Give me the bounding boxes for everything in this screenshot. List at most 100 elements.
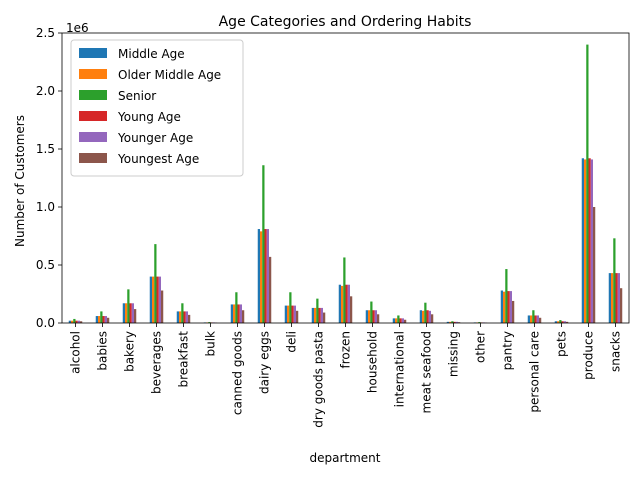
bar (287, 306, 289, 323)
bar (323, 313, 325, 323)
legend-swatch (79, 132, 107, 142)
bar (404, 320, 406, 323)
bar (98, 316, 100, 323)
x-tick-label: international (393, 331, 407, 407)
legend-swatch (79, 48, 107, 58)
y-tick-label: 1.5 (36, 142, 55, 156)
x-axis-label: department (310, 451, 381, 465)
x-tick-label: household (366, 331, 380, 393)
x-tick-label: personal care (528, 331, 542, 413)
bar (400, 318, 402, 323)
bar (233, 304, 235, 323)
bar (424, 303, 426, 323)
bar (123, 303, 125, 323)
bar (589, 158, 591, 323)
bar (343, 257, 345, 323)
bar (240, 304, 242, 323)
bar (618, 273, 620, 323)
bar (181, 303, 183, 323)
bar (186, 311, 188, 323)
x-tick-label: dry goods pasta (312, 331, 326, 428)
legend-swatch (79, 153, 107, 163)
x-tick-label: missing (447, 331, 461, 377)
bar (103, 316, 105, 323)
bar (530, 315, 532, 323)
bar (620, 288, 622, 323)
x-tick-label: snacks (609, 331, 623, 372)
bar (505, 269, 507, 323)
bar (134, 309, 136, 323)
y-tick-label: 2.0 (36, 84, 55, 98)
bar (262, 165, 264, 323)
bar (267, 229, 269, 323)
bar (296, 311, 298, 323)
bar (319, 308, 321, 323)
bar (616, 273, 618, 323)
legend-label: Middle Age (118, 47, 185, 61)
bar (285, 306, 287, 323)
bar (184, 311, 186, 323)
x-tick-label: deli (285, 331, 299, 353)
y-tick-label: 0.5 (36, 258, 55, 272)
bar (152, 277, 154, 323)
bar (292, 306, 294, 323)
bar (366, 310, 368, 323)
bar (532, 310, 534, 323)
legend-swatch (79, 69, 107, 79)
x-tick-label: alcohol (69, 331, 83, 374)
bar (73, 319, 75, 323)
chart-title: Age Categories and Ordering Habits (219, 14, 472, 30)
bar (395, 318, 397, 323)
legend-label: Older Middle Age (118, 68, 221, 82)
bar (107, 318, 109, 323)
bar (150, 277, 152, 323)
bar (348, 285, 350, 323)
bar (161, 291, 163, 323)
bar (316, 299, 318, 323)
bar (339, 285, 341, 323)
bar (125, 303, 127, 323)
bar (508, 291, 510, 323)
bar (528, 315, 530, 323)
bar (559, 320, 561, 323)
x-tick-label: breakfast (177, 331, 191, 388)
x-tick-label: dairy eggs (258, 331, 272, 394)
bar (584, 159, 586, 323)
bar (539, 318, 541, 323)
bar (105, 316, 107, 323)
bar (188, 315, 190, 323)
x-tick-label: bakery (123, 331, 137, 372)
bar (312, 308, 314, 323)
bar (269, 257, 271, 323)
x-tick-label: pantry (501, 331, 515, 370)
bar (370, 302, 372, 323)
bar (501, 291, 503, 323)
bar (265, 229, 267, 323)
bar (613, 238, 615, 323)
bar (373, 310, 375, 323)
legend-label: Senior (118, 89, 156, 103)
bar (510, 291, 512, 323)
bar (512, 301, 514, 323)
bar (503, 292, 505, 323)
bar (611, 273, 613, 323)
bar (377, 314, 379, 323)
bar (177, 311, 179, 323)
x-tick-label: meat seafood (420, 331, 434, 413)
bar (350, 296, 352, 323)
bar (420, 310, 422, 323)
y-axis-label: Number of Customers (13, 115, 27, 247)
x-tick-label: frozen (339, 331, 353, 369)
bar (346, 285, 348, 323)
bar (429, 311, 431, 323)
y-tick-label: 1.0 (36, 200, 55, 214)
bar (321, 308, 323, 323)
bar (231, 304, 233, 323)
x-tick-label: bulk (204, 331, 218, 357)
bar (535, 315, 537, 323)
bar (96, 316, 98, 323)
legend-label: Youngest Age (117, 152, 199, 166)
y-tick-label: 0.0 (36, 316, 55, 330)
bar (289, 292, 291, 323)
bar (235, 292, 237, 323)
